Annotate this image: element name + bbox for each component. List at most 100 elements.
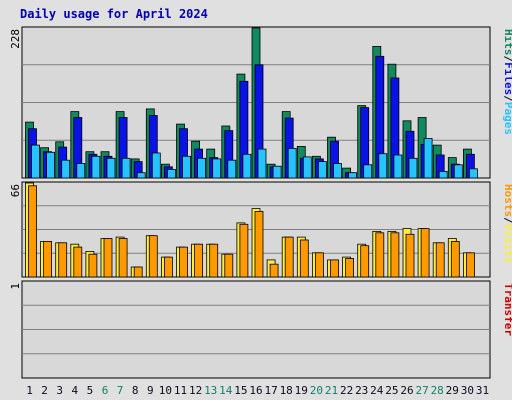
x-tick-day-9: 9 (147, 384, 154, 397)
bar-pages-day-8 (136, 172, 146, 179)
bar-hosts-day-21 (330, 259, 339, 278)
bar-pages-day-23 (363, 164, 373, 179)
panel-3-series-label: Transfer (502, 283, 512, 336)
x-tick-day-13: 13 (204, 384, 217, 397)
series-label-part: Transfer (502, 283, 512, 336)
chart-title: Daily usage for April 2024 (20, 7, 208, 21)
bar-pages-day-22 (348, 172, 358, 179)
bar-pages-day-27 (423, 138, 433, 179)
x-tick-day-3: 3 (56, 384, 63, 397)
bar-hosts-day-22 (345, 258, 355, 278)
x-tick-day-19: 19 (295, 384, 308, 397)
bar-pages-day-15 (242, 153, 252, 179)
x-tick-day-30: 30 (461, 384, 474, 397)
bar-hosts-day-13 (209, 243, 219, 278)
panel-1-series-label: Hits/Files/Pages (502, 29, 512, 135)
x-tick-day-31: 31 (476, 384, 489, 397)
bar-pages-day-4 (76, 163, 86, 179)
panel-3-ymax-label: 1 (9, 283, 22, 290)
x-tick-day-22: 22 (340, 384, 353, 397)
bar-pages-day-16 (257, 148, 267, 179)
bar-pages-day-5 (91, 155, 101, 179)
bar-hosts-day-5 (88, 253, 98, 278)
bar-pages-day-24 (378, 153, 388, 179)
bar-pages-day-9 (151, 152, 161, 179)
x-tick-day-15: 15 (234, 384, 247, 397)
x-tick-day-24: 24 (370, 384, 384, 397)
bar-pages-day-28 (438, 170, 448, 179)
series-label-part: Visits (502, 224, 512, 264)
bar-pages-day-2 (46, 151, 55, 179)
bar-hosts-day-30 (465, 252, 475, 278)
x-tick-day-18: 18 (280, 384, 293, 397)
bar-hosts-day-26 (405, 233, 415, 278)
bar-hosts-day-14 (224, 253, 234, 278)
bar-pages-day-29 (453, 164, 463, 179)
bar-pages-day-14 (227, 159, 237, 179)
bar-hosts-day-29 (450, 240, 460, 278)
bar-hosts-day-6 (103, 238, 113, 278)
x-tick-day-10: 10 (159, 384, 172, 397)
bar-pages-day-7 (121, 157, 131, 179)
bar-pages-day-21 (333, 163, 342, 179)
x-tick-day-28: 28 (431, 384, 444, 397)
x-tick-day-4: 4 (71, 384, 78, 397)
bar-pages-day-10 (166, 168, 176, 179)
bar-hosts-day-20 (314, 252, 324, 278)
series-label-part: Files (502, 62, 512, 95)
series-label-part: / (502, 217, 512, 224)
bar-hosts-day-27 (420, 228, 430, 278)
x-tick-day-2: 2 (41, 384, 48, 397)
bar-pages-day-6 (106, 157, 116, 179)
x-tick-day-8: 8 (132, 384, 139, 397)
bar-hosts-day-19 (299, 239, 309, 278)
x-tick-day-20: 20 (310, 384, 323, 397)
x-tick-day-17: 17 (264, 384, 277, 397)
bar-pages-day-25 (393, 154, 403, 179)
bar-pages-day-18 (287, 147, 297, 179)
bar-hosts-day-11 (179, 246, 188, 278)
bar-hosts-day-12 (194, 243, 204, 278)
x-tick-day-7: 7 (117, 384, 124, 397)
x-tick-day-16: 16 (249, 384, 262, 397)
bar-hosts-day-4 (73, 246, 83, 278)
bar-pages-day-30 (468, 168, 478, 179)
x-tick-day-21: 21 (325, 384, 338, 397)
bar-hosts-day-15 (239, 223, 249, 278)
bar-pages-day-20 (317, 161, 327, 179)
panel-1-ymax-label: 228 (9, 29, 22, 49)
bar-hosts-day-25 (390, 232, 400, 278)
bar-hosts-day-1 (28, 185, 37, 278)
x-tick-day-1: 1 (26, 384, 33, 397)
bar-hosts-day-10 (163, 256, 173, 278)
series-label-part: Hits (502, 29, 512, 56)
bar-pages-day-3 (61, 159, 71, 179)
x-tick-day-12: 12 (189, 384, 202, 397)
x-tick-day-6: 6 (102, 384, 109, 397)
bar-hosts-day-17 (269, 263, 279, 278)
x-tick-day-14: 14 (219, 384, 233, 397)
bar-hosts-day-23 (360, 245, 370, 278)
bar-hosts-day-18 (284, 236, 294, 278)
bar-pages-day-19 (302, 156, 312, 179)
bar-hosts-day-2 (43, 240, 52, 278)
bar-hosts-day-24 (375, 232, 385, 278)
bar-pages-day-12 (197, 157, 207, 179)
bar-pages-day-11 (182, 155, 191, 179)
series-label-part: / (502, 95, 512, 102)
x-tick-day-29: 29 (446, 384, 459, 397)
x-tick-day-5: 5 (87, 384, 94, 397)
bar-pages-day-17 (272, 165, 282, 179)
series-label-part: Pages (502, 102, 512, 135)
bar-hosts-day-9 (148, 235, 158, 278)
bar-hosts-day-7 (118, 238, 128, 278)
series-label-part: / (502, 56, 512, 63)
bar-hosts-day-16 (254, 211, 264, 278)
bar-pages-day-1 (31, 144, 40, 179)
bar-hosts-day-8 (133, 266, 143, 278)
x-tick-day-26: 26 (400, 384, 413, 397)
x-tick-day-23: 23 (355, 384, 368, 397)
panel-2-series-label: Hosts/Visits (502, 184, 512, 264)
panel-2-ymax-label: 66 (9, 184, 22, 197)
